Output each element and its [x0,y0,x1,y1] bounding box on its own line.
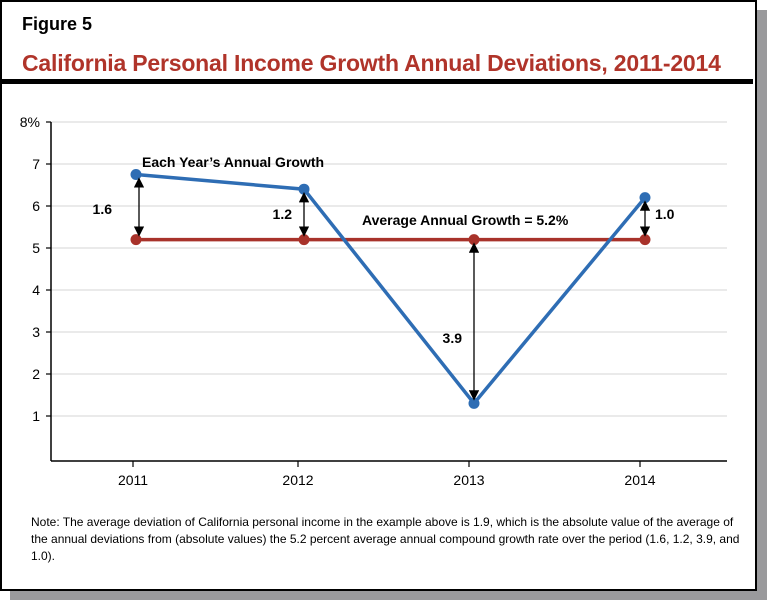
data-point [130,169,142,180]
y-tick-label: 1 [32,408,40,424]
chart-title: California Personal Income Growth Annual… [22,50,721,76]
header-divider [0,79,753,84]
y-tick-label: 2 [32,366,40,382]
data-point [468,234,480,246]
deviation-label: 1.6 [93,201,113,217]
data-point [639,192,651,204]
data-point [130,234,142,246]
deviation-label: 3.9 [443,330,463,346]
deviation-label: 1.0 [655,206,675,222]
y-tick-label: 5 [32,240,40,256]
chart-note: Note: The average deviation of Californi… [31,515,740,563]
series-line-0 [135,172,647,407]
x-tick-label: 2014 [624,472,655,488]
y-tick-label: 7 [32,156,40,172]
deviation-label: 1.2 [273,206,293,222]
y-tick-label: 8% [20,114,40,130]
x-tick-label: 2013 [453,472,484,488]
series-label-annual: Each Year’s Annual Growth [142,154,324,170]
y-tick-label: 6 [32,198,40,214]
data-point [468,397,480,409]
data-point [298,183,310,195]
figure-frame [0,0,757,591]
series-label-average: Average Annual Growth = 5.2% [362,212,569,228]
data-point [298,234,310,246]
data-point [639,234,651,246]
figure-label: Figure 5 [22,14,93,34]
y-tick-label: 3 [32,324,40,340]
y-tick-label: 4 [32,282,40,298]
x-tick-label: 2012 [282,472,313,488]
x-tick-label: 2011 [118,472,148,488]
